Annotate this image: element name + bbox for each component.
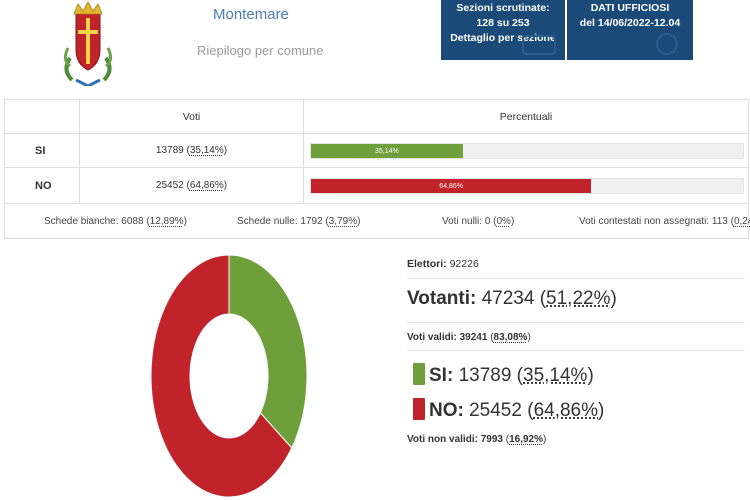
bar-label-si: 35,14% — [375, 147, 399, 155]
divider — [407, 278, 745, 279]
schede-nulle: Schede nulle: 1792 (3,79%) — [237, 216, 361, 227]
divider — [407, 322, 745, 323]
no-result-line: NO: 25452 (64,86%) — [413, 398, 604, 422]
table-header-row: Voti Percentuali — [5, 100, 748, 134]
bar-label-no: 64,86% — [439, 182, 463, 190]
row-label-si: SI — [35, 144, 46, 157]
dati-ufficiosi-box: DATI UFFICIOSI del 14/06/2022-12.04 — [567, 0, 693, 60]
no-legend-swatch — [413, 398, 425, 420]
voti-contestati: Voti contestati non assegnati: 113 (0,24… — [579, 216, 750, 227]
voti-validi-line: Voti validi: 39241 (83,08%) — [407, 332, 531, 343]
dati-timestamp: del 14/06/2022-12.04 — [579, 17, 681, 29]
votanti-line: Votanti: 47234 (51,22%) — [407, 288, 617, 309]
clock-watermark-icon — [656, 33, 678, 55]
col-header-voti: Voti — [79, 100, 304, 133]
comune-title: Montemare — [213, 6, 289, 23]
donut-slice-no[interactable] — [150, 254, 293, 498]
watermark-icon — [522, 35, 556, 55]
row-label-no: NO — [35, 179, 52, 192]
voti-nulli: Voti nulli: 0 (0%) — [442, 216, 515, 227]
bar-track-no: 64,86% — [310, 178, 744, 194]
schede-summary: Schede bianche: 6088 (12,89%) Schede nul… — [5, 204, 750, 240]
col-header-percentuali: Percentuali — [499, 110, 553, 123]
results-donut-chart — [150, 254, 308, 498]
votes-si: 13789 (35,14%) — [79, 134, 304, 167]
divider — [407, 350, 745, 351]
results-table: Voti Percentuali SI 13789 (35,14%) 35,14… — [4, 99, 750, 240]
si-result-line: SI: 13789 (35,14%) — [413, 363, 594, 387]
sezioni-info-box: Sezioni scrutinate: 128 su 253 Dettaglio… — [441, 0, 565, 60]
bar-fill-si: 35,14% — [311, 144, 463, 158]
elettori-line: Elettori: 92226 — [407, 258, 479, 270]
table-row-si: SI 13789 (35,14%) 35,14% — [5, 134, 748, 168]
dati-label: DATI UFFICIOSI — [590, 2, 670, 14]
si-legend-swatch — [413, 363, 425, 385]
donut-slice-si[interactable] — [228, 254, 308, 449]
bar-fill-no: 64,86% — [311, 179, 592, 193]
votes-no: 25452 (64,86%) — [79, 168, 304, 203]
table-row-no: NO 25452 (64,86%) 64,86% — [5, 168, 748, 204]
voti-non-validi-line: Voti non validi: 7993 (16,92%) — [407, 434, 547, 445]
sezioni-value: 128 su 253 — [476, 17, 530, 29]
page-subtitle: Riepilogo per comune — [197, 43, 324, 58]
comune-crest-logo — [63, 1, 113, 86]
sezioni-label: Sezioni scrutinate: — [456, 2, 550, 14]
bar-track-si: 35,14% — [310, 143, 744, 159]
schede-bianche: Schede bianche: 6088 (12,89%) — [44, 216, 187, 227]
